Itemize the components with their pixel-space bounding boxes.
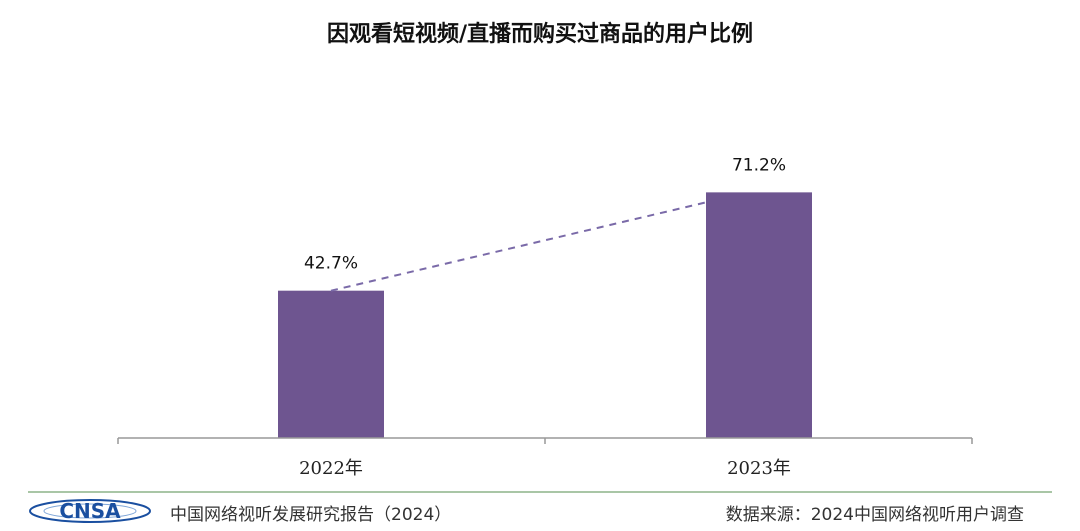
cnsa-logo: CNSA <box>29 499 151 523</box>
category-label-1: 2022年 <box>299 458 363 479</box>
plot-area: 42.7% 71.2% 2022年 2023年 <box>117 155 973 479</box>
bar-2 <box>706 192 812 438</box>
logo-text: CNSA <box>59 499 121 523</box>
footer-divider <box>28 491 1052 493</box>
footer-source: 数据来源：2024中国网络视听用户调查 <box>725 505 1024 525</box>
chart-title: 因观看短视频/直播而购买过商品的用户比例 <box>326 22 754 47</box>
data-label-2: 71.2% <box>732 155 786 175</box>
trend-line <box>330 201 707 292</box>
category-label-2: 2023年 <box>727 458 791 479</box>
footer-report: 中国网络视听发展研究报告（2024） <box>170 505 452 525</box>
data-label-1: 42.7% <box>304 254 358 274</box>
bar-1 <box>278 290 384 438</box>
